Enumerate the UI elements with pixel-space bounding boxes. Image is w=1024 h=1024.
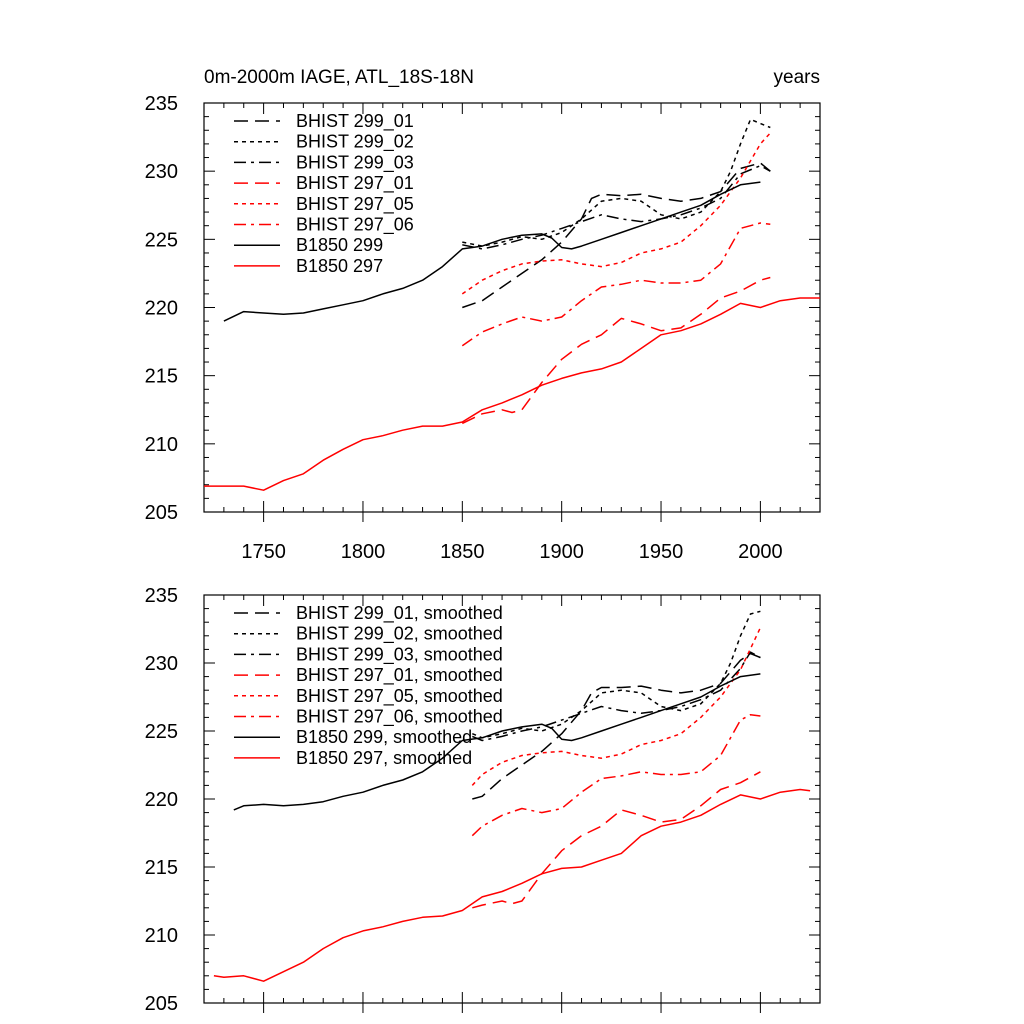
chart-units-label: years [774,67,820,88]
y-tick-label: 220 [145,789,178,811]
series-line-4 [472,771,761,909]
y-tick-label: 230 [145,161,178,183]
series-line-8 [204,297,820,491]
x-tick-label: 1800 [341,541,386,563]
y-tick-label: 230 [145,653,178,675]
y-tick-label: 220 [145,298,178,320]
legend-entry-label: B1850 297 [296,256,383,276]
legend-entry-label: BHIST 299_03 [296,152,414,173]
series-line-1 [462,162,771,309]
legend-entry-label: BHIST 297_01 [296,173,414,194]
chart-title: 0m-2000m IAGE, ATL_18S-18N [204,67,474,88]
x-tick-label: 2000 [738,541,783,563]
bottom-chart-panel: 205 210 215 220 225 230 235 BHIST 299_01, smoot… [145,585,821,1015]
y-tick-label: 235 [145,585,178,607]
legend-entry-label: B1850 299 [296,235,383,255]
y-tick-label: 225 [145,721,178,743]
series-line-3 [472,651,761,742]
series-line-6 [471,713,761,837]
y-tick-label: 205 [145,502,178,524]
series-line-1 [472,652,761,800]
legend-entry-label: BHIST 299_02 [296,132,414,153]
series-line-6 [461,222,771,347]
y-tick-label: 215 [145,366,178,388]
legend-entry-label: BHIST 297_06 [296,215,414,236]
series-line-2 [472,610,761,739]
y-tick-label: 225 [145,229,178,251]
top-chart-panel: 0m-2000m IAGE, ATL_18S-18N years 1750 180… [145,67,821,563]
series-line-7 [223,181,761,322]
x-tick-label: 1900 [539,541,584,563]
legend-entry-label: BHIST 297_06, smoothed [296,707,503,728]
legend-entry-label: BHIST 299_02, smoothed [296,624,503,645]
legend-entry-label: BHIST 299_01 [296,111,414,132]
y-tick-label: 205 [145,993,178,1015]
legend-entry-label: BHIST 297_05, smoothed [296,686,503,707]
series-line-7 [233,673,761,811]
series-line-2 [462,118,771,247]
y-tick-label: 235 [145,93,178,115]
x-tick-label: 1850 [440,541,485,563]
x-tick-label: 1950 [639,541,684,563]
y-tick-label: 210 [145,434,178,456]
legend-entry-label: B1850 299, smoothed [296,727,472,747]
legend-entry-label: BHIST 299_03, smoothed [296,644,503,665]
y-tick-label: 215 [145,857,178,879]
series-line-5 [471,627,762,786]
x-tick-label: 1750 [241,541,286,563]
legend-entry-label: BHIST 299_01, smoothed [296,603,503,624]
y-tick-label: 210 [145,925,178,947]
legend-entry-label: B1850 297, smoothed [296,748,472,768]
series-line-4 [461,276,771,425]
series-line-8 [213,788,811,982]
legend-entry-label: BHIST 297_01, smoothed [296,665,503,686]
series-line-3 [462,164,771,250]
series-line-5 [461,132,771,295]
legend-entry-label: BHIST 297_05 [296,194,414,215]
